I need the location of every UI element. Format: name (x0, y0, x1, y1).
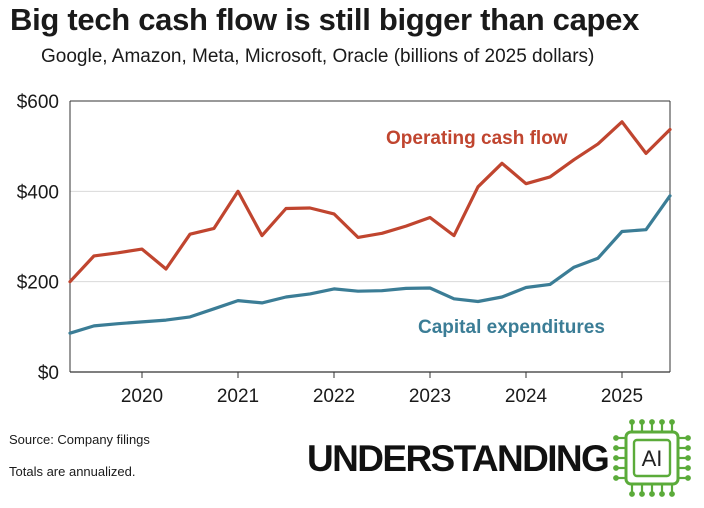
y-tick-label: $0 (38, 363, 59, 384)
chip-pin-dot (629, 491, 635, 497)
chip-pin-dot (649, 491, 655, 497)
chip-pin-dot (685, 435, 691, 441)
chip-pin-dot (613, 455, 619, 461)
logo-chip-label: AI (642, 446, 663, 471)
chip-pin-dot (613, 445, 619, 451)
chip-pin-dot (659, 491, 665, 497)
ai-chip-logo-icon: AI (613, 419, 691, 497)
annualized-note: Totals are annualized. (9, 464, 136, 479)
chip-pin-dot (685, 465, 691, 471)
chip-pin-dot (613, 435, 619, 441)
chip-pin-dot (649, 419, 655, 425)
chip-pin-dot (685, 445, 691, 451)
x-tick-label: 2024 (505, 386, 548, 407)
line-chart: $0 $200 $400 $600 2020 2021 2022 2023 2024 2025 Op… (17, 92, 672, 407)
chip-pin-dot (639, 491, 645, 497)
chip-pin-dot (659, 419, 665, 425)
chip-pin-dot (685, 455, 691, 461)
chart-subtitle: Google, Amazon, Meta, Microsoft, Oracle … (41, 46, 595, 67)
chip-pin-dot (613, 475, 619, 481)
operating-cash-flow-label: Operating cash flow (386, 128, 568, 149)
capital-expenditures-label: Capital expenditures (418, 317, 605, 338)
chart-title: Big tech cash flow is still bigger than … (10, 2, 640, 37)
chip-pin-dot (669, 491, 675, 497)
x-tick-label: 2021 (217, 386, 259, 407)
brand-logo-text: UNDERSTANDING (307, 438, 610, 479)
x-tick-label: 2023 (409, 386, 451, 407)
operating-cash-flow-line (68, 120, 672, 284)
chip-pin-dot (685, 475, 691, 481)
source-note: Source: Company filings (9, 432, 150, 447)
y-tick-label: $200 (17, 273, 59, 294)
x-tick-label: 2020 (121, 386, 163, 407)
chip-pin-dot (669, 419, 675, 425)
y-tick-label: $400 (17, 182, 59, 203)
capital-expenditures-line (68, 194, 672, 335)
chip-pin-dot (639, 419, 645, 425)
x-tick-label: 2022 (313, 386, 355, 407)
y-tick-label: $600 (17, 92, 59, 113)
chip-pin-dot (629, 419, 635, 425)
x-tick-label: 2025 (601, 386, 643, 407)
chip-pin-dot (613, 465, 619, 471)
